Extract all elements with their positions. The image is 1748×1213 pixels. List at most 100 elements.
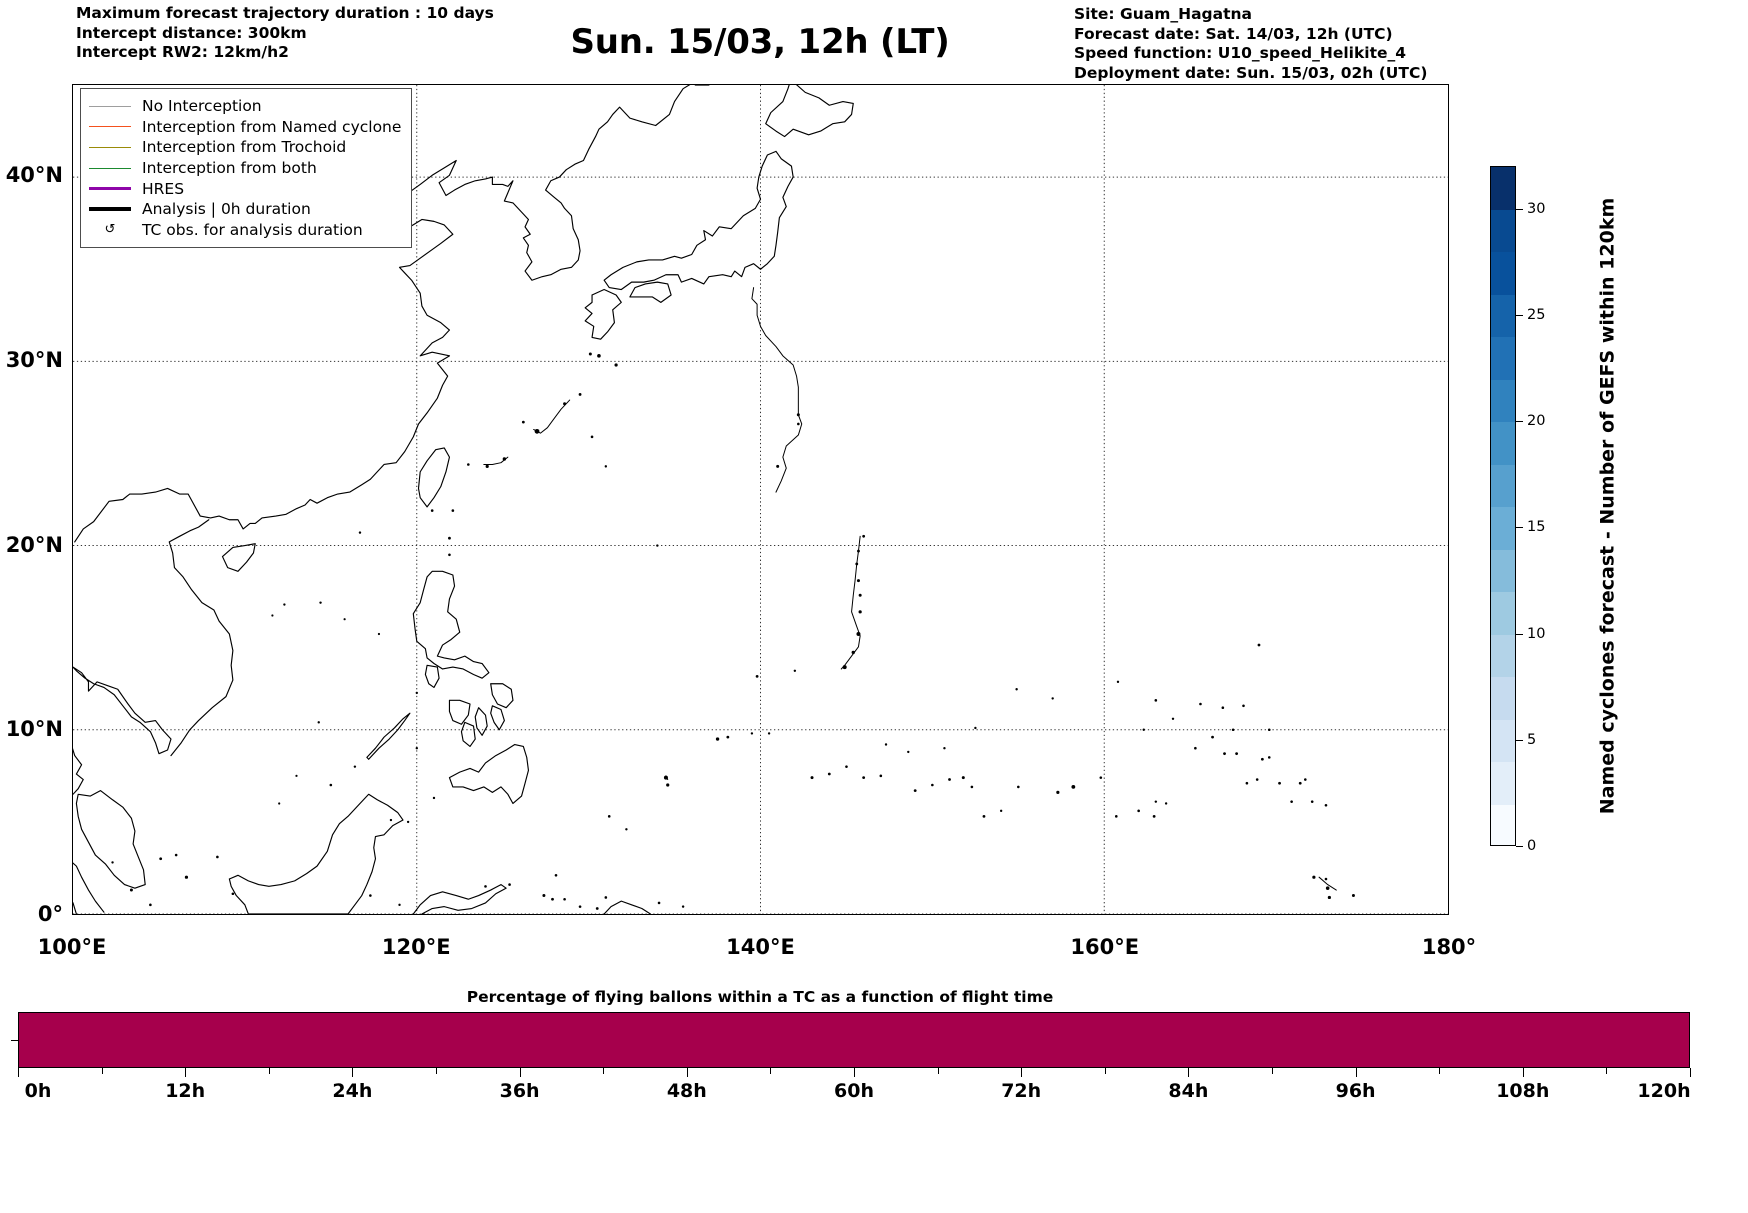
flight-bar-tick-12 <box>185 1068 187 1077</box>
colorbar-tick-label-0: 0 <box>1527 838 1537 854</box>
legend-line-swatch-5 <box>89 207 131 212</box>
map-legend[interactable]: No Interception Interception from Named c… <box>80 88 413 249</box>
flight-bar-label-24: 24h <box>332 1080 373 1102</box>
colorbar-tick-label-30: 30 <box>1527 200 1546 217</box>
colorbar-tick-10 <box>1516 633 1523 635</box>
legend-item-1[interactable]: Interception from Named cyclone <box>89 117 401 138</box>
flight-bar-tick-108 <box>1522 1068 1524 1077</box>
flight-bar-label-36: 36h <box>499 1080 540 1102</box>
flight-bar-tick-36 <box>519 1068 521 1077</box>
flight-bar-label-60: 60h <box>834 1080 874 1102</box>
legend-line-swatch-3 <box>89 167 131 169</box>
flight-bar-left-tick <box>11 1040 19 1041</box>
legend-item-5[interactable]: Analysis | 0h duration <box>89 199 401 220</box>
colorbar-band-7 <box>1491 507 1515 550</box>
colorbar-tick-label-15: 15 <box>1527 519 1546 536</box>
lon-tick-100: 100°E <box>37 935 107 959</box>
lon-tick-120: 120°E <box>381 935 451 959</box>
legend-label-1: Interception from Named cyclone <box>142 117 402 136</box>
flight-bar-title: Percentage of flying ballons within a TC… <box>466 988 1054 1006</box>
colorbar-band-3 <box>1491 677 1515 720</box>
legend-line-swatch-0 <box>89 105 131 107</box>
flight-bar-tick-90 <box>1272 1068 1273 1074</box>
flight-bar-tick-78 <box>1104 1068 1106 1074</box>
flight-bar-tick-96 <box>1355 1068 1357 1077</box>
legend-line-swatch-1 <box>89 126 131 128</box>
colorbar-band-13 <box>1491 252 1515 295</box>
colorbar-band-1 <box>1491 762 1515 805</box>
colorbar-band-8 <box>1491 464 1515 507</box>
legend-label-5: Analysis | 0h duration <box>142 200 311 219</box>
flight-bar-label-48: 48h <box>666 1080 707 1102</box>
colorbar-tick-label-20: 20 <box>1527 413 1546 429</box>
flight-bar-tick-84 <box>1188 1068 1190 1077</box>
colorbar-title: Named cyclones forecast - Number of GEFS… <box>1596 197 1619 815</box>
legend-item-3[interactable]: Interception from both <box>89 158 401 179</box>
legend-item-4[interactable]: HRES <box>89 178 401 199</box>
colorbar-band-15 <box>1491 167 1515 210</box>
lat-tick-20: 20°N <box>5 532 63 557</box>
colorbar-band-0 <box>1491 804 1515 845</box>
colorbar-band-10 <box>1491 379 1515 422</box>
flight-bar-label-96: 96h <box>1335 1080 1376 1102</box>
flight-bar-tick-18 <box>268 1068 270 1074</box>
flight-bar-tick-48 <box>686 1068 688 1077</box>
flight-bar-label-84: 84h <box>1168 1080 1209 1102</box>
flight-bar-label-12: 12h <box>165 1080 206 1102</box>
colorbar-tick-label-5: 5 <box>1527 731 1537 748</box>
flight-bar-tick-54 <box>770 1068 772 1074</box>
colorbar-band-12 <box>1491 294 1515 337</box>
colorbar-title-wrap: Named cyclones forecast - Number of GEFS… <box>1592 166 1622 846</box>
legend-label-0: No Interception <box>142 97 262 116</box>
flight-bar-tick-120 <box>1690 1068 1691 1077</box>
legend-label-2: Interception from Trochoid <box>142 138 347 157</box>
lat-tick-40: 40°N <box>5 163 63 188</box>
colorbar-band-5 <box>1491 592 1515 635</box>
flight-bar-tick-66 <box>937 1068 939 1074</box>
page-title: Sun. 15/03, 12h (LT) <box>570 22 950 62</box>
colorbar-tick-0 <box>1516 846 1523 847</box>
colorbar-band-4 <box>1491 634 1515 677</box>
colorbar-tick-20 <box>1516 421 1523 422</box>
colorbar-tick-15 <box>1516 527 1523 529</box>
colorbar-tick-label-10: 10 <box>1527 625 1546 642</box>
colorbar-band-11 <box>1491 337 1515 380</box>
header-left-info: Maximum forecast trajectory duration : 1… <box>76 4 494 61</box>
legend-item-2[interactable]: Interception from Trochoid <box>89 137 401 158</box>
flight-bar-tick-60 <box>854 1068 855 1077</box>
colorbar-band-14 <box>1491 209 1515 252</box>
flight-bar-axes[interactable] <box>18 1012 1690 1068</box>
flight-bar-tick-42 <box>603 1068 605 1074</box>
flight-bar-tick-0 <box>18 1068 19 1077</box>
legend-item-0[interactable]: No Interception <box>89 96 401 117</box>
colorbar-gradient <box>1490 166 1516 846</box>
flight-bar-label-0: 0h <box>24 1080 52 1102</box>
flight-bar-tick-6 <box>101 1068 103 1074</box>
flight-bar-tick-114 <box>1606 1068 1608 1074</box>
lat-tick-10: 10°N <box>5 717 63 742</box>
flight-bar-fill <box>19 1013 1689 1067</box>
lon-tick-140: 140°E <box>726 935 795 959</box>
lon-tick-180: 180° <box>1421 935 1477 959</box>
colorbar-tick-30 <box>1516 208 1523 210</box>
map-gridlines <box>73 85 1448 914</box>
colorbar-tick-25 <box>1516 314 1523 316</box>
colorbar-band-6 <box>1491 549 1515 592</box>
flight-bar-label-120: 120h <box>1637 1080 1691 1102</box>
legend-label-6: TC obs. for analysis duration <box>142 220 363 239</box>
island-dots-layer <box>111 352 1355 910</box>
colorbar-band-9 <box>1491 422 1515 465</box>
lat-tick-30: 30°N <box>5 348 63 372</box>
legend-line-swatch-2 <box>89 146 131 148</box>
header-right-info: Site: Guam_Hagatna Forecast date: Sat. 1… <box>1074 5 1428 82</box>
gefs-colorbar[interactable]: 0 5 10 15 20 25 30 <box>1490 166 1545 854</box>
flight-bar-tick-30 <box>436 1068 437 1074</box>
lon-tick-160: 160°E <box>1070 935 1140 959</box>
flight-bar-tick-72 <box>1021 1068 1023 1077</box>
flight-bar-label-108: 108h <box>1496 1080 1550 1102</box>
colorbar-tick-5 <box>1516 739 1523 741</box>
legend-item-6[interactable]: ↺ TC obs. for analysis duration <box>89 220 401 241</box>
legend-label-4: HRES <box>142 179 185 198</box>
colorbar-tick-label-25: 25 <box>1527 306 1546 323</box>
